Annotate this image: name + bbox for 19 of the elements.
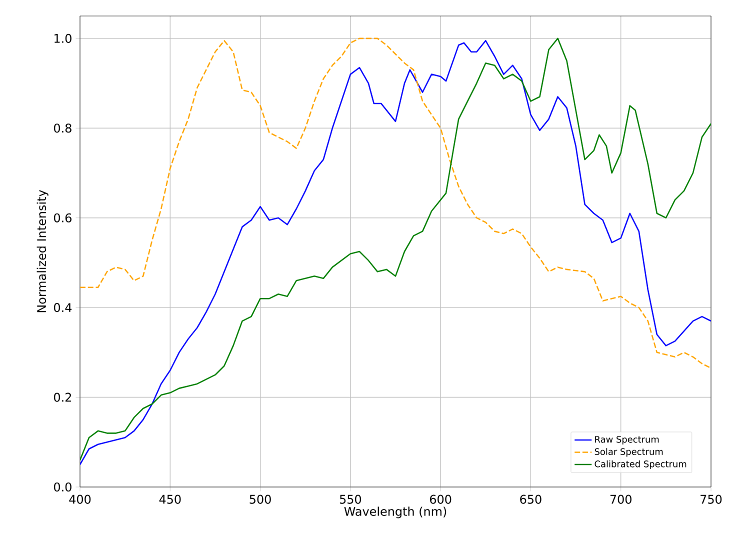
x-tick-label: 450 (159, 494, 181, 504)
y-tick-label: 0.6 (54, 213, 72, 222)
x-tick-label: 600 (430, 494, 452, 504)
y-tick-label: 1.0 (54, 34, 72, 43)
y-tick-label: 0.0 (54, 482, 72, 492)
x-tick-label: 500 (250, 494, 271, 504)
legend-label: Raw Spectrum (595, 436, 659, 444)
x-tick-label: 550 (340, 494, 362, 504)
x-axis-title: Wavelength (nm) (344, 506, 446, 518)
x-tick-label: 650 (520, 494, 542, 504)
x-tick-label: 700 (610, 494, 632, 504)
y-axis-title: Normalized Intensity (36, 190, 48, 312)
y-tick-label: 0.8 (54, 124, 72, 133)
legend-label: Solar Spectrum (594, 448, 663, 457)
y-tick-label: 0.4 (54, 303, 72, 312)
x-tick-label: 400 (69, 494, 91, 504)
legend-label: Calibrated Spectrum (594, 460, 686, 470)
x-tick-label: 750 (700, 494, 722, 504)
y-tick-label: 0.2 (54, 392, 72, 402)
